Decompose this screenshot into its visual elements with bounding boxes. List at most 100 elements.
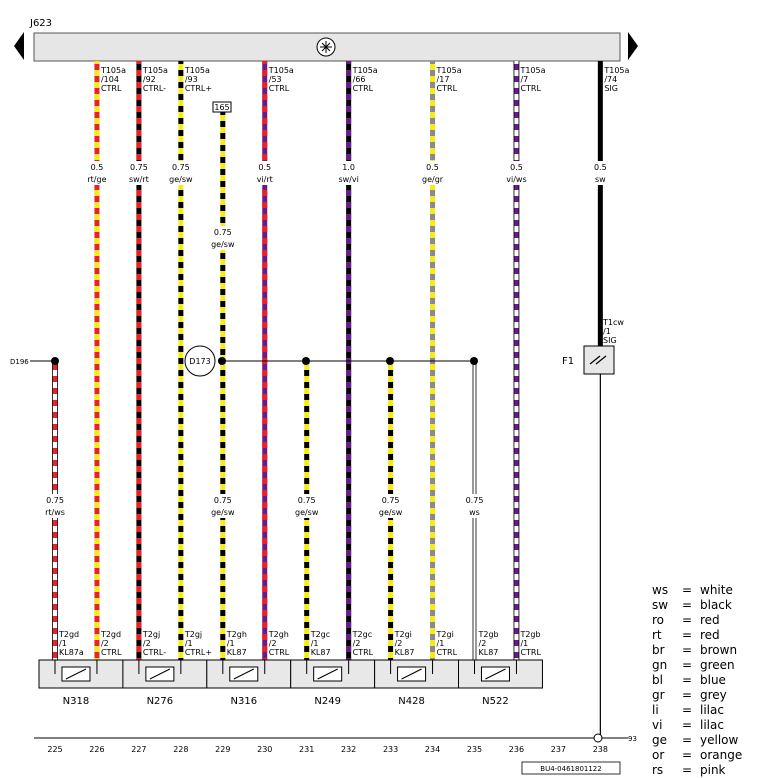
pin-signal-label: KL87 xyxy=(395,648,415,657)
pin-no-label: /1 xyxy=(437,639,445,648)
wire-size-label: 0.75 xyxy=(214,228,232,237)
wire-size-label: 0.5 xyxy=(258,163,271,172)
label-bg xyxy=(208,494,237,518)
ecu-name: J623 xyxy=(29,18,52,29)
pin-conn-label: T2gd xyxy=(58,630,79,639)
doc-id-box xyxy=(521,761,621,775)
legend-name: grey xyxy=(700,688,727,702)
legend-code: ro xyxy=(652,613,665,627)
wire-color-label: sw xyxy=(595,175,606,184)
legend-code: bl xyxy=(652,673,663,687)
pin-no-label: /2 xyxy=(479,639,487,648)
pin-conn-label: T2gh xyxy=(268,630,289,639)
wire-color-label: ge/sw xyxy=(169,175,193,184)
track-number: 233 xyxy=(383,745,398,754)
track-number: 228 xyxy=(173,745,188,754)
legend-row: rs = pink xyxy=(652,763,752,778)
legend-name: pink xyxy=(700,763,726,777)
wire-color-label: sw/vi xyxy=(338,175,358,184)
pin-conn-label: T2gj xyxy=(184,630,202,639)
legend-row: gr = grey xyxy=(652,688,752,703)
wire-size-label: 0.75 xyxy=(214,496,232,505)
legend-eq: = xyxy=(682,628,693,642)
wire-signal-label: SIG xyxy=(604,84,618,93)
pin-no-label: /2 xyxy=(353,639,361,648)
component-name: N318 xyxy=(63,696,90,707)
wire-color-label: vi/ws xyxy=(506,175,526,184)
pin-conn-label: T2gd xyxy=(100,630,121,639)
legend-eq: = xyxy=(682,643,693,657)
label-bg xyxy=(41,494,69,518)
wire-conn-label: T105a xyxy=(268,66,294,75)
pin-conn-label: T2gj xyxy=(142,630,160,639)
legend-row: sw = black xyxy=(652,598,752,613)
fuse-pin-no: /1 xyxy=(603,327,611,336)
wire-color-label: sw/rt xyxy=(129,175,149,184)
junction-dot xyxy=(51,357,59,365)
labels: T105a/104CTRL0.5rt/geT105a/92CTRL-0.75sw… xyxy=(41,66,630,657)
valve-diagonal-icon xyxy=(317,668,338,680)
wire-size-label: 0.75 xyxy=(382,496,400,505)
label-bg xyxy=(334,161,363,185)
track-number: 225 xyxy=(47,745,62,754)
pin-no-label: /1 xyxy=(59,639,67,648)
valve-diagonal-icon xyxy=(401,668,422,680)
legend-eq: = xyxy=(682,733,693,747)
pin-no-label: /2 xyxy=(143,639,151,648)
legend-row: bl = blue xyxy=(652,673,752,688)
wire-pin-label: /17 xyxy=(437,75,450,84)
legend-row: br = brown xyxy=(652,643,752,658)
legend-eq: = xyxy=(682,748,693,762)
legend-name: yellow xyxy=(700,733,739,747)
valve-diagonal-icon xyxy=(233,668,254,680)
junction-d173 xyxy=(184,345,216,377)
legend-code: rs xyxy=(652,763,664,777)
track-number: 236 xyxy=(509,745,524,754)
doc-id: BU4-0461801122 xyxy=(540,765,601,773)
wire-size-label: 0.5 xyxy=(91,163,104,172)
valve-diagonal-icon xyxy=(485,668,506,680)
wire-conn-label: T105a xyxy=(142,66,168,75)
label-bg xyxy=(82,161,111,185)
legend-name: lilac xyxy=(700,718,724,732)
junction-dot xyxy=(386,357,394,365)
wire-conn-label: T105a xyxy=(184,66,210,75)
legend-eq: = xyxy=(682,688,693,702)
wire-size-label: 0.5 xyxy=(510,163,523,172)
wire-signal-label: CTRL xyxy=(353,84,374,93)
wire-pin-label: /7 xyxy=(520,75,528,84)
wire-pin-label: /92 xyxy=(143,75,156,84)
pin-signal-label: KL87 xyxy=(227,648,247,657)
ground-terminal-icon xyxy=(593,733,603,743)
track-number: 227 xyxy=(131,745,146,754)
label-bg xyxy=(460,494,489,518)
connector-165-label: 165 xyxy=(214,103,229,112)
valve-diagonal-icon xyxy=(65,668,87,680)
bus-right-arrow-icon xyxy=(628,32,638,60)
legend-eq: = xyxy=(682,763,693,777)
legend-eq: = xyxy=(682,613,693,627)
pin-no-label: /1 xyxy=(185,639,193,648)
pin-signal-label: CTRL xyxy=(437,648,458,657)
wire-color-label: ge/sw xyxy=(211,508,235,517)
components: N318 N276 N316 N249 N428 N522 xyxy=(38,659,543,707)
pin-signal-label: CTRL xyxy=(353,648,374,657)
pin-signal-label: CTRL xyxy=(101,648,122,657)
ground-symbol-glyph-icon xyxy=(320,41,332,53)
pin-conn-label: T2gc xyxy=(352,630,372,639)
wire-color-label: vi/rt xyxy=(257,175,273,184)
legend-name: blue xyxy=(700,673,726,687)
wire-color-label: ws xyxy=(469,508,480,517)
legend-row: rt = red xyxy=(652,628,752,643)
wire-conn-label: T105a xyxy=(436,66,462,75)
color-legend: ws = white sw = black ro = red rt = red br = brown gn = g… xyxy=(652,583,752,778)
legend-eq: = xyxy=(682,673,693,687)
pin-conn-label: T2gi xyxy=(436,630,454,639)
wire-size-label: 0.75 xyxy=(172,163,190,172)
junction-dot xyxy=(470,357,478,365)
wire-pin-label: /104 xyxy=(101,75,119,84)
wire-signal-label: CTRL- xyxy=(143,84,166,93)
legend-row: vi = lilac xyxy=(652,718,752,733)
label-bg xyxy=(292,494,321,518)
wire-size-label: 0.5 xyxy=(594,163,607,172)
